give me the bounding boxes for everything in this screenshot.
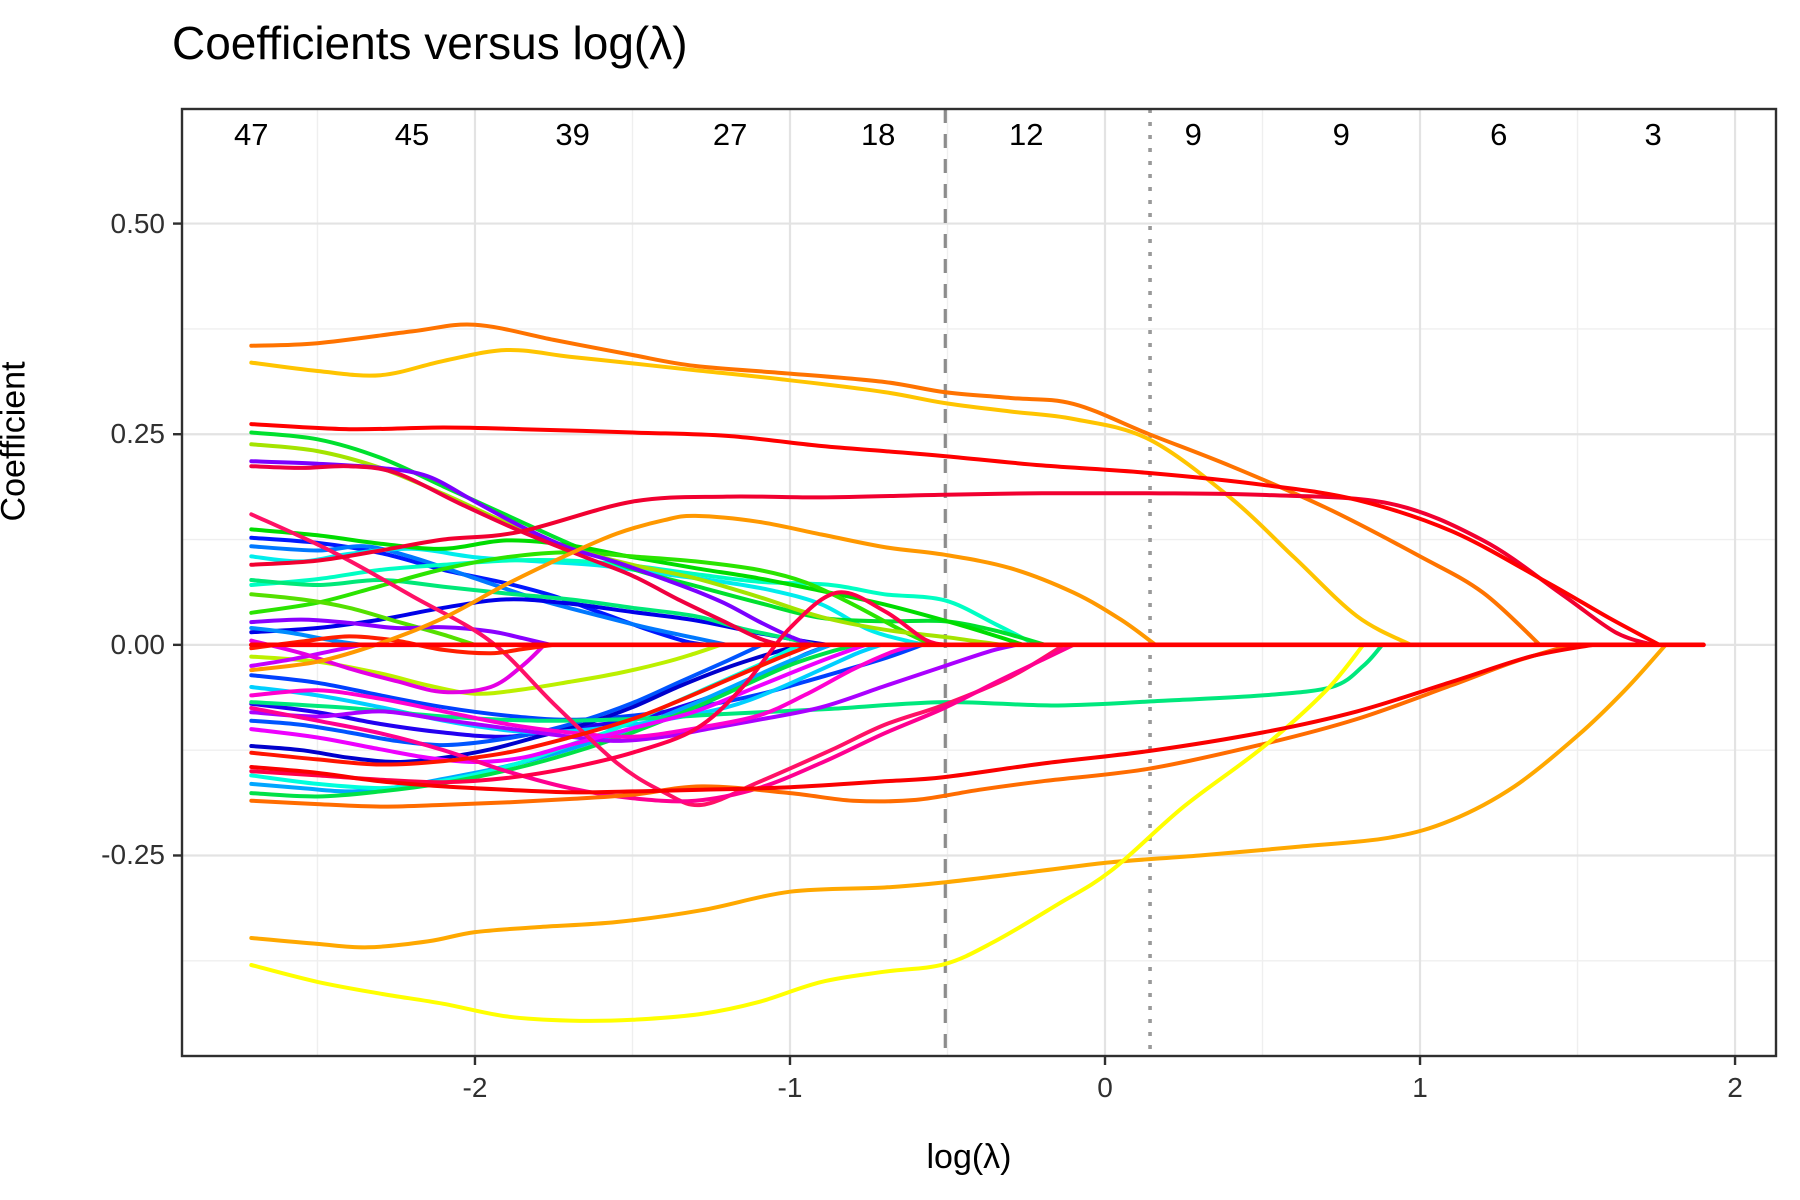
coefficient-path <box>249 527 1026 647</box>
nonzero-count-label: 6 <box>1490 117 1508 152</box>
coefficient-path <box>249 513 1158 673</box>
nonzero-count-label: 45 <box>394 117 430 152</box>
nonzero-count-label: 9 <box>1332 117 1350 152</box>
plot-panel <box>182 109 1776 1056</box>
chart-title: Coefficients versus log(λ) <box>172 17 688 69</box>
nonzero-count-label: 47 <box>234 117 269 152</box>
nonzero-count-label: 39 <box>555 117 590 152</box>
y-tick-label: -0.25 <box>101 839 165 871</box>
y-axis-title: Coefficient <box>0 361 33 522</box>
y-tick-label: 0.50 <box>110 207 166 239</box>
x-tick-label: -1 <box>777 1072 803 1103</box>
coefficient-path <box>249 642 1366 1023</box>
x-axis-title: log(λ) <box>0 1138 1800 1177</box>
coefficient-path <box>249 642 1596 795</box>
nonzero-count-label: 3 <box>1644 117 1662 152</box>
coefficient-path <box>249 642 805 764</box>
x-tick-label: 2 <box>1727 1072 1743 1103</box>
coefficient-path <box>249 642 868 764</box>
coefficient-path <box>249 642 1668 950</box>
nonzero-count-label: 9 <box>1184 117 1202 152</box>
coefficient-path <box>249 642 862 799</box>
coefficient-path <box>249 347 1413 647</box>
x-axis-title-text: log(λ) <box>926 1138 1012 1176</box>
coefficient-path <box>249 642 814 767</box>
coefficient-path <box>249 642 764 748</box>
coefficient-path <box>249 550 934 647</box>
y-tick-label: 0.25 <box>110 418 166 450</box>
nonzero-count-label: 12 <box>1009 117 1044 152</box>
x-tick-label: 0 <box>1097 1072 1113 1103</box>
coefficient-path <box>249 592 477 647</box>
nonzero-count-label: 18 <box>860 117 896 152</box>
coefficient-path <box>249 642 1019 743</box>
x-tick-label: 1 <box>1412 1072 1428 1103</box>
coefficient-path <box>249 642 1574 809</box>
coefficient-path <box>249 642 918 739</box>
y-tick-label: 0.00 <box>110 628 166 660</box>
coefficient-path <box>249 642 1076 804</box>
panel-border <box>180 107 1778 1058</box>
coefficient-path <box>249 422 1662 647</box>
coefficient-path <box>249 464 783 647</box>
coefficient-path <box>249 577 818 647</box>
x-tick-label: -2 <box>462 1072 488 1103</box>
coefficient-path <box>249 490 1656 647</box>
nonzero-count-label: 27 <box>712 117 748 152</box>
coefficient-path <box>249 322 1542 647</box>
coefficient-path <box>249 642 1385 723</box>
